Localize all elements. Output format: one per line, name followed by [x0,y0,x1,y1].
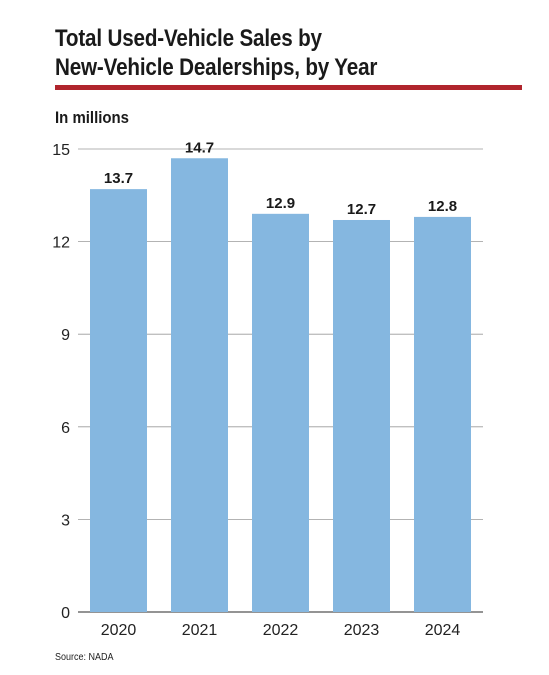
bar-2022 [252,213,309,612]
y-tick-label-6: 6 [61,420,70,437]
data-label-2023: 12.7 [347,201,376,218]
bar-2023 [333,219,390,612]
y-tick-label-9: 9 [61,327,70,344]
y-tick-labels: 0 3 6 9 12 15 [52,142,70,622]
x-tick-label-2022: 2022 [263,622,299,639]
bar-2020 [90,189,147,613]
data-label-2021: 14.7 [185,139,214,156]
y-tick-label-12: 12 [52,235,70,252]
x-tick-labels: 2020 2021 2022 2023 2024 [101,622,461,639]
chart-title-line-2: New-Vehicle Dealerships, by Year [55,54,378,81]
data-label-2022: 12.9 [266,195,295,212]
x-tick-label-2023: 2023 [344,622,380,639]
x-tick-label-2020: 2020 [101,622,137,639]
y-tick-label-15: 15 [52,142,70,159]
title-accent-rule [55,85,522,90]
y-tick-label-0: 0 [61,605,70,622]
data-label-2024: 12.8 [428,198,457,215]
x-tick-label-2021: 2021 [182,622,218,639]
data-label-2020: 13.7 [104,170,133,187]
x-tick-label-2024: 2024 [425,622,461,639]
source-note: Source: NADA [55,652,114,663]
data-labels: 13.7 14.7 12.9 12.7 12.8 [104,139,457,218]
chart-title: Total Used-Vehicle Sales by New-Vehicle … [55,24,459,82]
chart-title-line-1: Total Used-Vehicle Sales by [55,25,322,52]
bar-2021 [171,158,228,612]
y-tick-label-3: 3 [61,512,70,529]
bars [90,158,471,613]
y-axis-units-label: In millions [55,108,129,127]
bar-2024 [414,216,471,612]
